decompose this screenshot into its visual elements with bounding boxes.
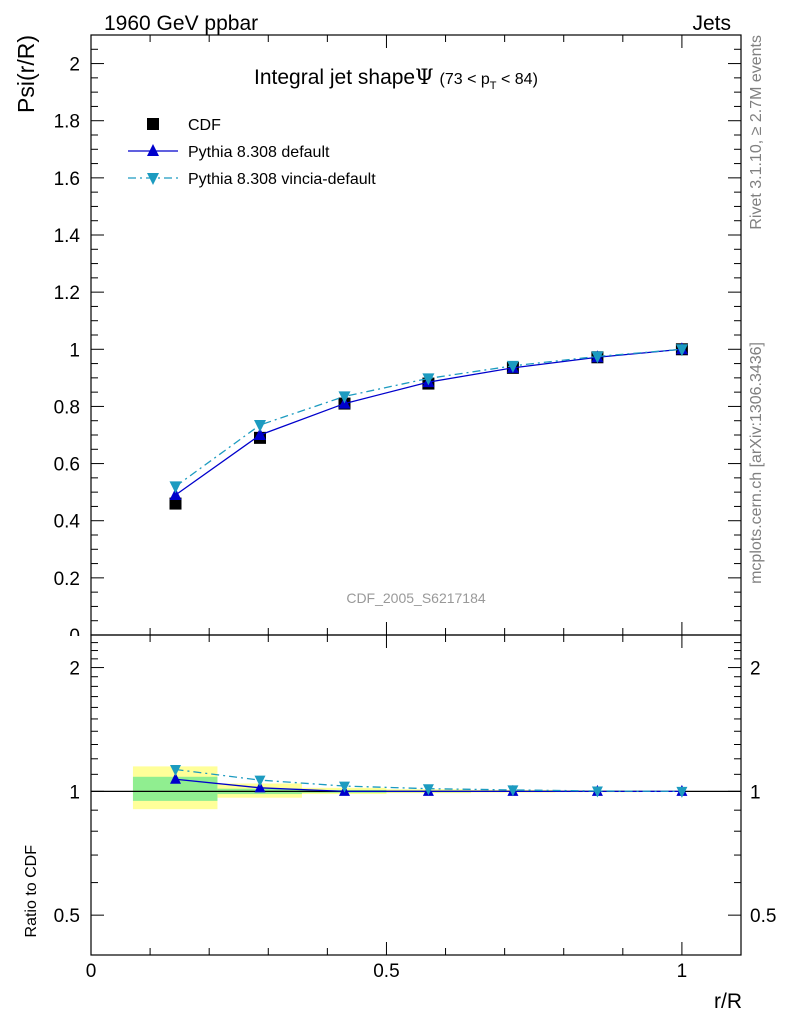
ratio-y-tick-label-right: 1 <box>750 782 761 803</box>
main-y-tick-label: 2 <box>69 55 80 76</box>
chart-title-condition: (73 < p <box>440 71 490 88</box>
chart-title-symbol: Ψ <box>415 65 433 89</box>
main-y-tick-label: 1.8 <box>54 112 80 133</box>
legend-label-1: Pythia 8.308 default <box>188 144 330 161</box>
ratio-y-tick-label-right: 0.5 <box>750 906 776 927</box>
chart-title: Integral jet shapeΨ(73 < pT < 84) <box>254 65 538 92</box>
legend-marker-2 <box>147 173 159 185</box>
legend-marker-1 <box>147 144 159 156</box>
ratio-x-tick-label: 0.5 <box>373 961 399 982</box>
main-y-tick-label: 0.4 <box>54 512 81 533</box>
main-series-point-2 <box>254 420 266 432</box>
main-y-tick-label: 1 <box>69 340 80 361</box>
analysis-watermark: CDF_2005_S6217184 <box>346 590 486 606</box>
ratio-x-tick-label: 1 <box>677 961 688 982</box>
legend-label-2: Pythia 8.308 vincia-default <box>188 171 376 188</box>
chart-title-main: Integral jet shape <box>254 66 415 89</box>
side-label-bottom: mcplots.cern.ch [arXiv:1306.3436] <box>748 342 765 584</box>
ratio-y-tick-label-left: 1 <box>69 782 80 803</box>
main-y-tick-label: 0.2 <box>54 569 80 590</box>
ratio-y-tick-label-right: 2 <box>750 659 761 680</box>
ratio-y-tick-label-left: 2 <box>69 659 80 680</box>
ratio-series-point-1 <box>676 787 687 798</box>
main-y-tick-label: 0.8 <box>54 397 80 418</box>
ratio-y-axis-label: Ratio to CDF <box>23 845 40 938</box>
side-label-top: Rivet 3.1.10, ≥ 2.7M events <box>748 35 765 230</box>
main-y-tick-label: 0 <box>69 626 80 647</box>
main-y-tick-label: 1.4 <box>54 226 81 247</box>
main-y-axis-label: Psi(r/R) <box>13 35 39 113</box>
ratio-x-tick-label: 0 <box>86 961 97 982</box>
legend-marker-cdf <box>147 118 159 130</box>
header-right: Jets <box>692 12 731 35</box>
main-series-line-1 <box>176 349 682 495</box>
legend-label-0: CDF <box>188 117 221 134</box>
main-y-tick-label: 1.2 <box>54 283 80 304</box>
main-series-line-2 <box>176 349 682 486</box>
main-y-tick-label: 1.6 <box>54 169 80 190</box>
main-y-tick-label: 0.6 <box>54 455 80 476</box>
header-left: 1960 GeV ppbar <box>104 12 258 35</box>
chart-title-condition-end: < 84) <box>497 71 538 88</box>
ratio-y-tick-label-left: 0.5 <box>54 906 80 927</box>
x-axis-label: r/R <box>714 990 742 1013</box>
